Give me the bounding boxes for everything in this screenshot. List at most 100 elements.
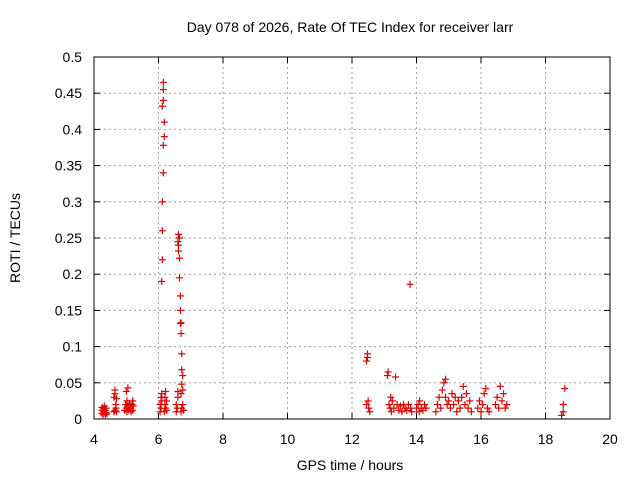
data-point [395, 406, 403, 414]
data-point [466, 397, 474, 405]
data-point [501, 404, 509, 412]
y-tick-label: 0.05 [55, 375, 82, 391]
y-tick-label: 0.15 [55, 302, 82, 318]
data-point [129, 397, 137, 405]
data-point [178, 366, 186, 374]
data-point [383, 372, 391, 380]
data-point [363, 357, 371, 365]
data-point [432, 408, 440, 416]
data-point [159, 96, 167, 104]
data-point [433, 401, 441, 409]
data-points [98, 78, 569, 419]
data-point [392, 373, 400, 381]
data-point [158, 227, 166, 235]
data-point [158, 198, 166, 206]
data-point [477, 408, 485, 416]
data-point [158, 256, 166, 264]
data-point [483, 404, 491, 412]
data-point [492, 401, 500, 409]
data-point [467, 408, 475, 416]
data-point [559, 408, 567, 416]
data-point [406, 280, 414, 288]
data-point [160, 133, 168, 141]
data-point [416, 397, 424, 405]
data-point [421, 401, 429, 409]
data-point [437, 404, 445, 412]
data-point [450, 401, 458, 409]
data-point [387, 393, 395, 401]
data-point [451, 393, 459, 401]
data-point [461, 401, 469, 409]
data-point [174, 247, 182, 255]
data-point [161, 401, 169, 409]
data-point [561, 385, 569, 393]
data-point [163, 406, 171, 414]
x-tick-label: 4 [90, 431, 98, 447]
data-point [446, 404, 454, 412]
y-tick-label: 0 [74, 411, 82, 427]
data-point [178, 380, 186, 388]
data-point [178, 350, 186, 358]
data-point [172, 401, 180, 409]
data-point [422, 404, 430, 412]
data-point [159, 169, 167, 177]
data-point [390, 404, 398, 412]
data-point [485, 408, 493, 416]
x-tick-label: 8 [219, 431, 227, 447]
data-point [129, 402, 137, 410]
data-point [445, 397, 453, 405]
data-point [388, 397, 396, 405]
data-point [179, 386, 187, 394]
data-point [403, 406, 411, 414]
data-point [559, 401, 567, 409]
data-point [458, 393, 466, 401]
data-point [493, 393, 501, 401]
data-point [113, 395, 121, 403]
data-point [408, 408, 416, 416]
data-point [398, 408, 406, 416]
data-point [174, 230, 182, 238]
y-tick-label: 0.4 [63, 121, 83, 137]
data-point [162, 387, 170, 395]
data-point [464, 404, 472, 412]
data-point [480, 390, 488, 398]
x-tick-label: 14 [409, 431, 425, 447]
data-point [175, 254, 183, 262]
data-point [366, 408, 374, 416]
data-point [158, 390, 166, 398]
data-point [122, 387, 130, 395]
data-point [177, 330, 185, 338]
data-point [174, 238, 182, 246]
data-point [363, 353, 371, 361]
data-point [479, 401, 487, 409]
y-tick-label: 0.45 [55, 85, 82, 101]
data-point [404, 401, 412, 409]
data-point [503, 401, 511, 409]
x-tick-label: 6 [155, 431, 163, 447]
x-tick-label: 16 [473, 431, 489, 447]
y-tick-label: 0.1 [63, 339, 83, 355]
data-point [158, 277, 166, 285]
data-point [393, 401, 401, 409]
data-point [453, 408, 461, 416]
data-point [459, 382, 467, 390]
data-point [456, 404, 464, 412]
data-point [159, 141, 167, 149]
axis-ticks [93, 56, 611, 420]
data-point [128, 401, 136, 409]
data-point [414, 401, 422, 409]
data-point [102, 404, 110, 412]
x-tick-label: 20 [602, 431, 618, 447]
data-point [176, 306, 184, 314]
x-tick-label: 10 [280, 431, 296, 447]
y-tick-label: 0.25 [55, 230, 82, 246]
data-point [454, 397, 462, 405]
data-point [384, 368, 392, 376]
data-point [385, 401, 393, 409]
data-point [175, 234, 183, 242]
data-point [175, 274, 183, 282]
data-point [495, 404, 503, 412]
data-point [113, 408, 121, 416]
data-point [415, 408, 423, 416]
data-point [442, 393, 450, 401]
